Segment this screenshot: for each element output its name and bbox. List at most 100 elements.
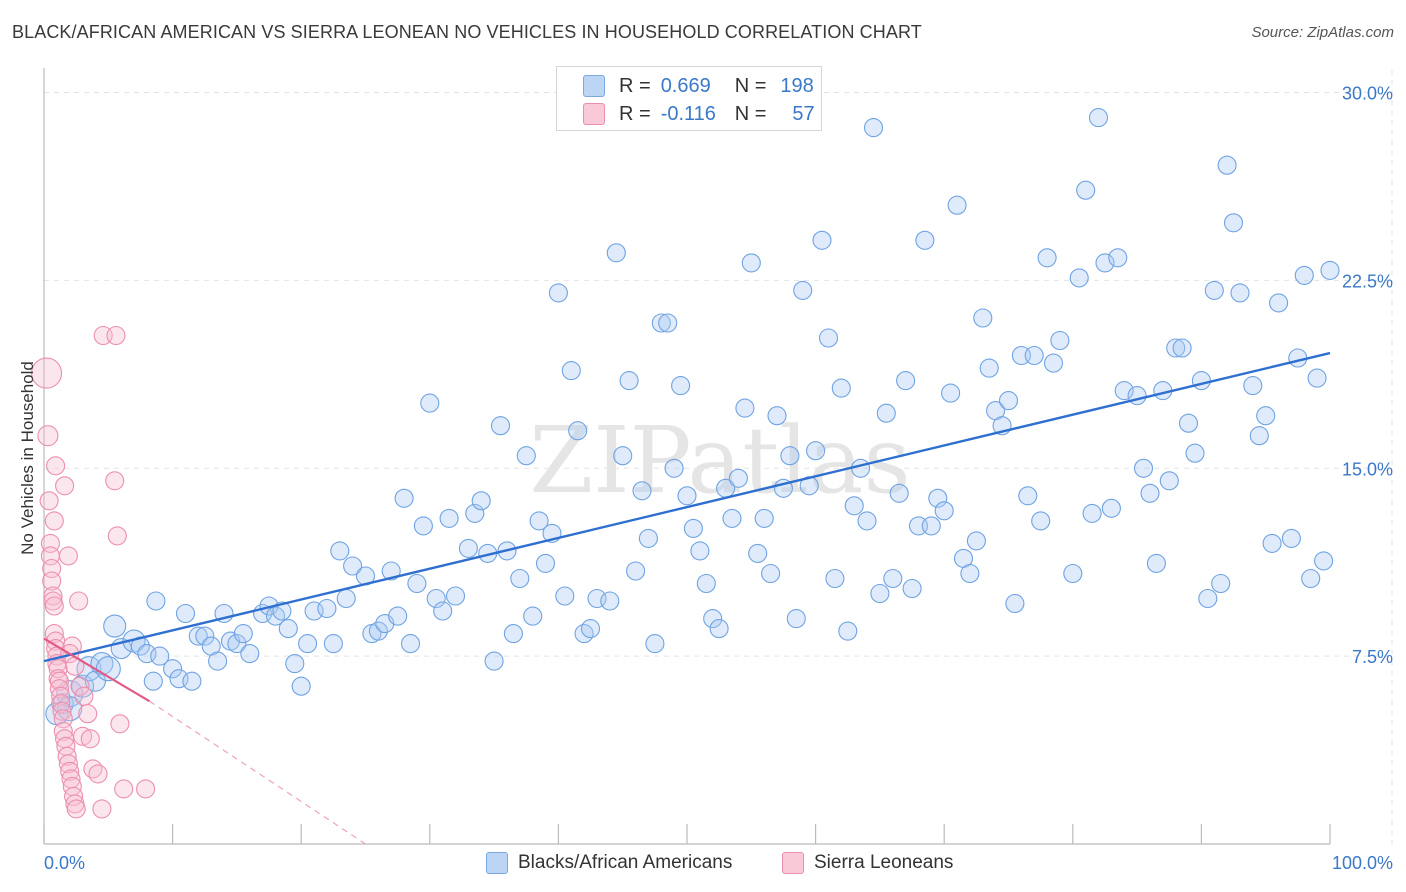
data-point [748,543,768,563]
source-label: Source: ZipAtlas.com [1251,24,1394,41]
data-point [568,421,588,441]
data-point [1108,248,1128,268]
chart-title: BLACK/AFRICAN AMERICAN VS SIERRA LEONEAN… [12,22,922,42]
data-point [638,528,658,548]
data-point [465,503,485,523]
data-point [1314,551,1334,571]
legend-n-label: N = [734,102,767,125]
data-point [703,609,723,629]
data-point [613,446,633,466]
legend-row-sierra: R = -0.116 N = 57 [583,101,815,127]
data-point [1307,368,1327,388]
data-point [1069,268,1089,288]
data-point [426,588,446,609]
bottom-legend-blacks: Blacks/African Americans [486,852,732,874]
data-point [1243,376,1263,396]
data-point [182,671,202,691]
data-point [1076,180,1096,200]
data-point [31,357,63,389]
data-point [70,676,90,696]
data-point [400,634,421,654]
data-point [44,596,64,616]
data-point [786,609,806,629]
data-point [1191,371,1211,391]
data-point [84,670,106,692]
data-point [555,586,575,606]
data-point [66,799,86,819]
data-point [265,606,286,626]
data-point [1281,528,1301,548]
data-point [870,583,890,604]
data-point [42,571,62,591]
data-point [208,651,228,671]
data-point [272,601,292,621]
data-point [336,588,356,609]
data-point [298,634,318,654]
data-point [1018,486,1038,506]
axes [43,68,1331,845]
data-point [73,726,93,746]
data-point [407,573,427,594]
data-point [632,481,652,501]
data-point [1166,338,1186,358]
bottom-legend-swatch-blacks [486,852,508,874]
data-point [979,358,999,378]
data-point [1024,345,1044,366]
data-point [323,634,343,654]
y-tick-label: 7.5% [1352,647,1393,667]
data-point [735,398,755,418]
trend-line-sierra [43,637,151,703]
data-point [195,626,215,646]
legend-n-value: 198 [780,74,814,97]
data-point [150,646,170,666]
data-point [941,383,961,403]
data-point [806,441,826,461]
data-point [1159,471,1179,491]
data-point [960,563,980,584]
data-point [188,626,208,646]
y-tick-label: 30.0% [1342,84,1393,104]
x-tick-label: 0.0% [44,853,85,873]
data-point [523,606,543,626]
data-point [1082,503,1102,523]
data-point [471,491,491,511]
data-point [52,701,72,721]
data-point [1204,280,1224,300]
data-point [728,468,748,488]
legend-r-value: -0.116 [660,102,716,125]
tick-labels: 7.5% 15.0% 22.5% 30.0% 0.0% 100.0% [44,84,1393,873]
data-point [780,446,800,466]
gridlines [44,70,1393,844]
y-axis-title: No Vehicles in Household [18,361,37,555]
data-point [394,488,414,508]
data-point [741,253,761,273]
data-point [240,644,260,664]
data-point [343,556,363,576]
data-point [37,425,59,447]
data-point [1294,265,1314,285]
data-point [535,553,556,573]
data-point [709,619,729,639]
data-point [690,541,710,561]
data-point [1211,573,1231,594]
data-point [1140,483,1160,503]
data-point [818,328,839,348]
data-point [761,563,781,584]
data-point [49,679,69,699]
legend-r-label: R = [619,102,651,125]
data-point [1256,406,1276,426]
data-point [1320,260,1340,280]
data-point [896,371,916,391]
data-point [529,511,549,531]
legend-n-label: N = [734,74,767,97]
data-point [876,403,896,423]
bottom-legend-label-blacks: Blacks/African Americans [518,852,733,873]
data-point [580,619,601,639]
data-point [413,516,433,536]
data-point [503,624,523,644]
data-point [44,511,64,531]
data-point [143,671,163,691]
data-point [844,496,864,516]
y-tick-label: 22.5% [1342,271,1393,291]
